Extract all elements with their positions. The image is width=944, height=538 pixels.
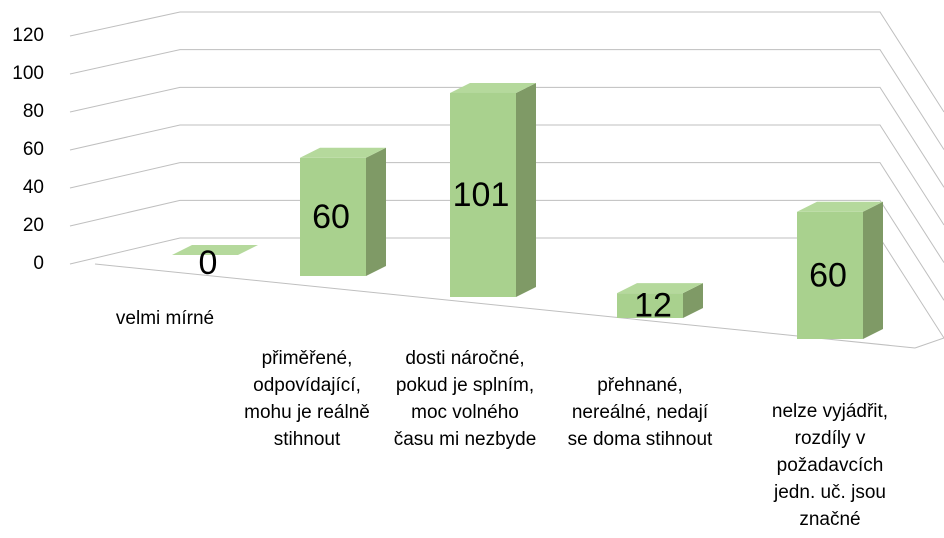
bar: [300, 157, 366, 276]
bar-top: [172, 245, 258, 255]
floor-edge: [94, 263, 916, 349]
x-tick-label: dosti náročné, pokud je splním, moc voln…: [393, 348, 537, 450]
y-tick-label: 80: [23, 101, 44, 122]
bar-side: [366, 147, 386, 276]
y-tick-label: 0: [33, 253, 44, 274]
x-tick-label: velmi mírné: [115, 308, 215, 329]
x-tick-label: přiměřené, odpovídající, mohu je reálně …: [244, 348, 370, 450]
y-tick-label: 100: [12, 63, 44, 84]
y-tick-label: 120: [12, 25, 44, 46]
bar-top: [450, 82, 536, 93]
bar-side: [516, 82, 536, 297]
grid-line: [69, 49, 944, 150]
bar-top: [300, 147, 386, 158]
bar-top: [617, 283, 703, 294]
x-tick-label: přehnané, nereálné, nedají se doma stihn…: [567, 375, 713, 450]
bar-side: [683, 283, 703, 318]
floor-edge: [914, 337, 944, 349]
bar: [617, 293, 683, 318]
grid-line: [69, 11, 944, 113]
y-tick-label: 20: [23, 215, 44, 236]
y-tick-label: 60: [23, 139, 44, 160]
x-tick-label: nelze vyjádřit, rozdíly v požadavcích je…: [771, 401, 889, 530]
bar: [450, 92, 516, 297]
bar-side: [863, 201, 883, 339]
data-label: 0: [199, 244, 218, 282]
bar-top: [797, 201, 883, 212]
y-tick-label: 40: [23, 177, 44, 198]
data-label: 12: [634, 287, 672, 325]
bar: [797, 211, 863, 339]
data-label: 60: [312, 198, 350, 236]
data-label: 101: [453, 176, 510, 214]
data-label: 60: [809, 256, 847, 294]
